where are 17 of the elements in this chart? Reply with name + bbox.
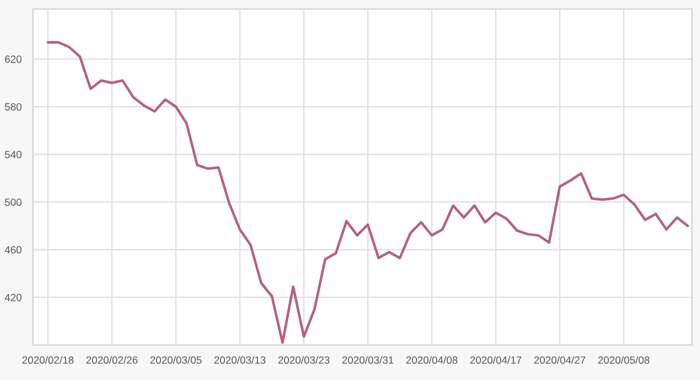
- x-tick-label: 2020/04/17: [470, 356, 522, 364]
- y-tick-label: 540: [4, 150, 22, 158]
- y-tick-label: 620: [5, 56, 22, 63]
- x-tick-label: 2020/03/05: [150, 356, 202, 364]
- x-tick-label: 2020/04/27: [534, 356, 586, 364]
- y-tick-label: 420: [4, 294, 22, 302]
- x-tick-label: 2020/02/26: [86, 356, 138, 364]
- x-tick-label: 2020/02/18: [22, 356, 74, 364]
- y-tick-label: 580: [4, 103, 22, 111]
- x-tick-label: 2020/05/08: [598, 356, 650, 364]
- x-tick-label: 2020/03/31: [342, 356, 394, 364]
- line-series: [46, 41, 689, 344]
- y-tick-label: 500: [4, 198, 22, 206]
- x-tick-label: 2020/03/23: [278, 356, 330, 364]
- y-tick-label: 460: [4, 246, 22, 254]
- x-tick-label: 2020/04/08: [406, 356, 458, 364]
- x-tick-label: 2020/03/13: [214, 356, 266, 364]
